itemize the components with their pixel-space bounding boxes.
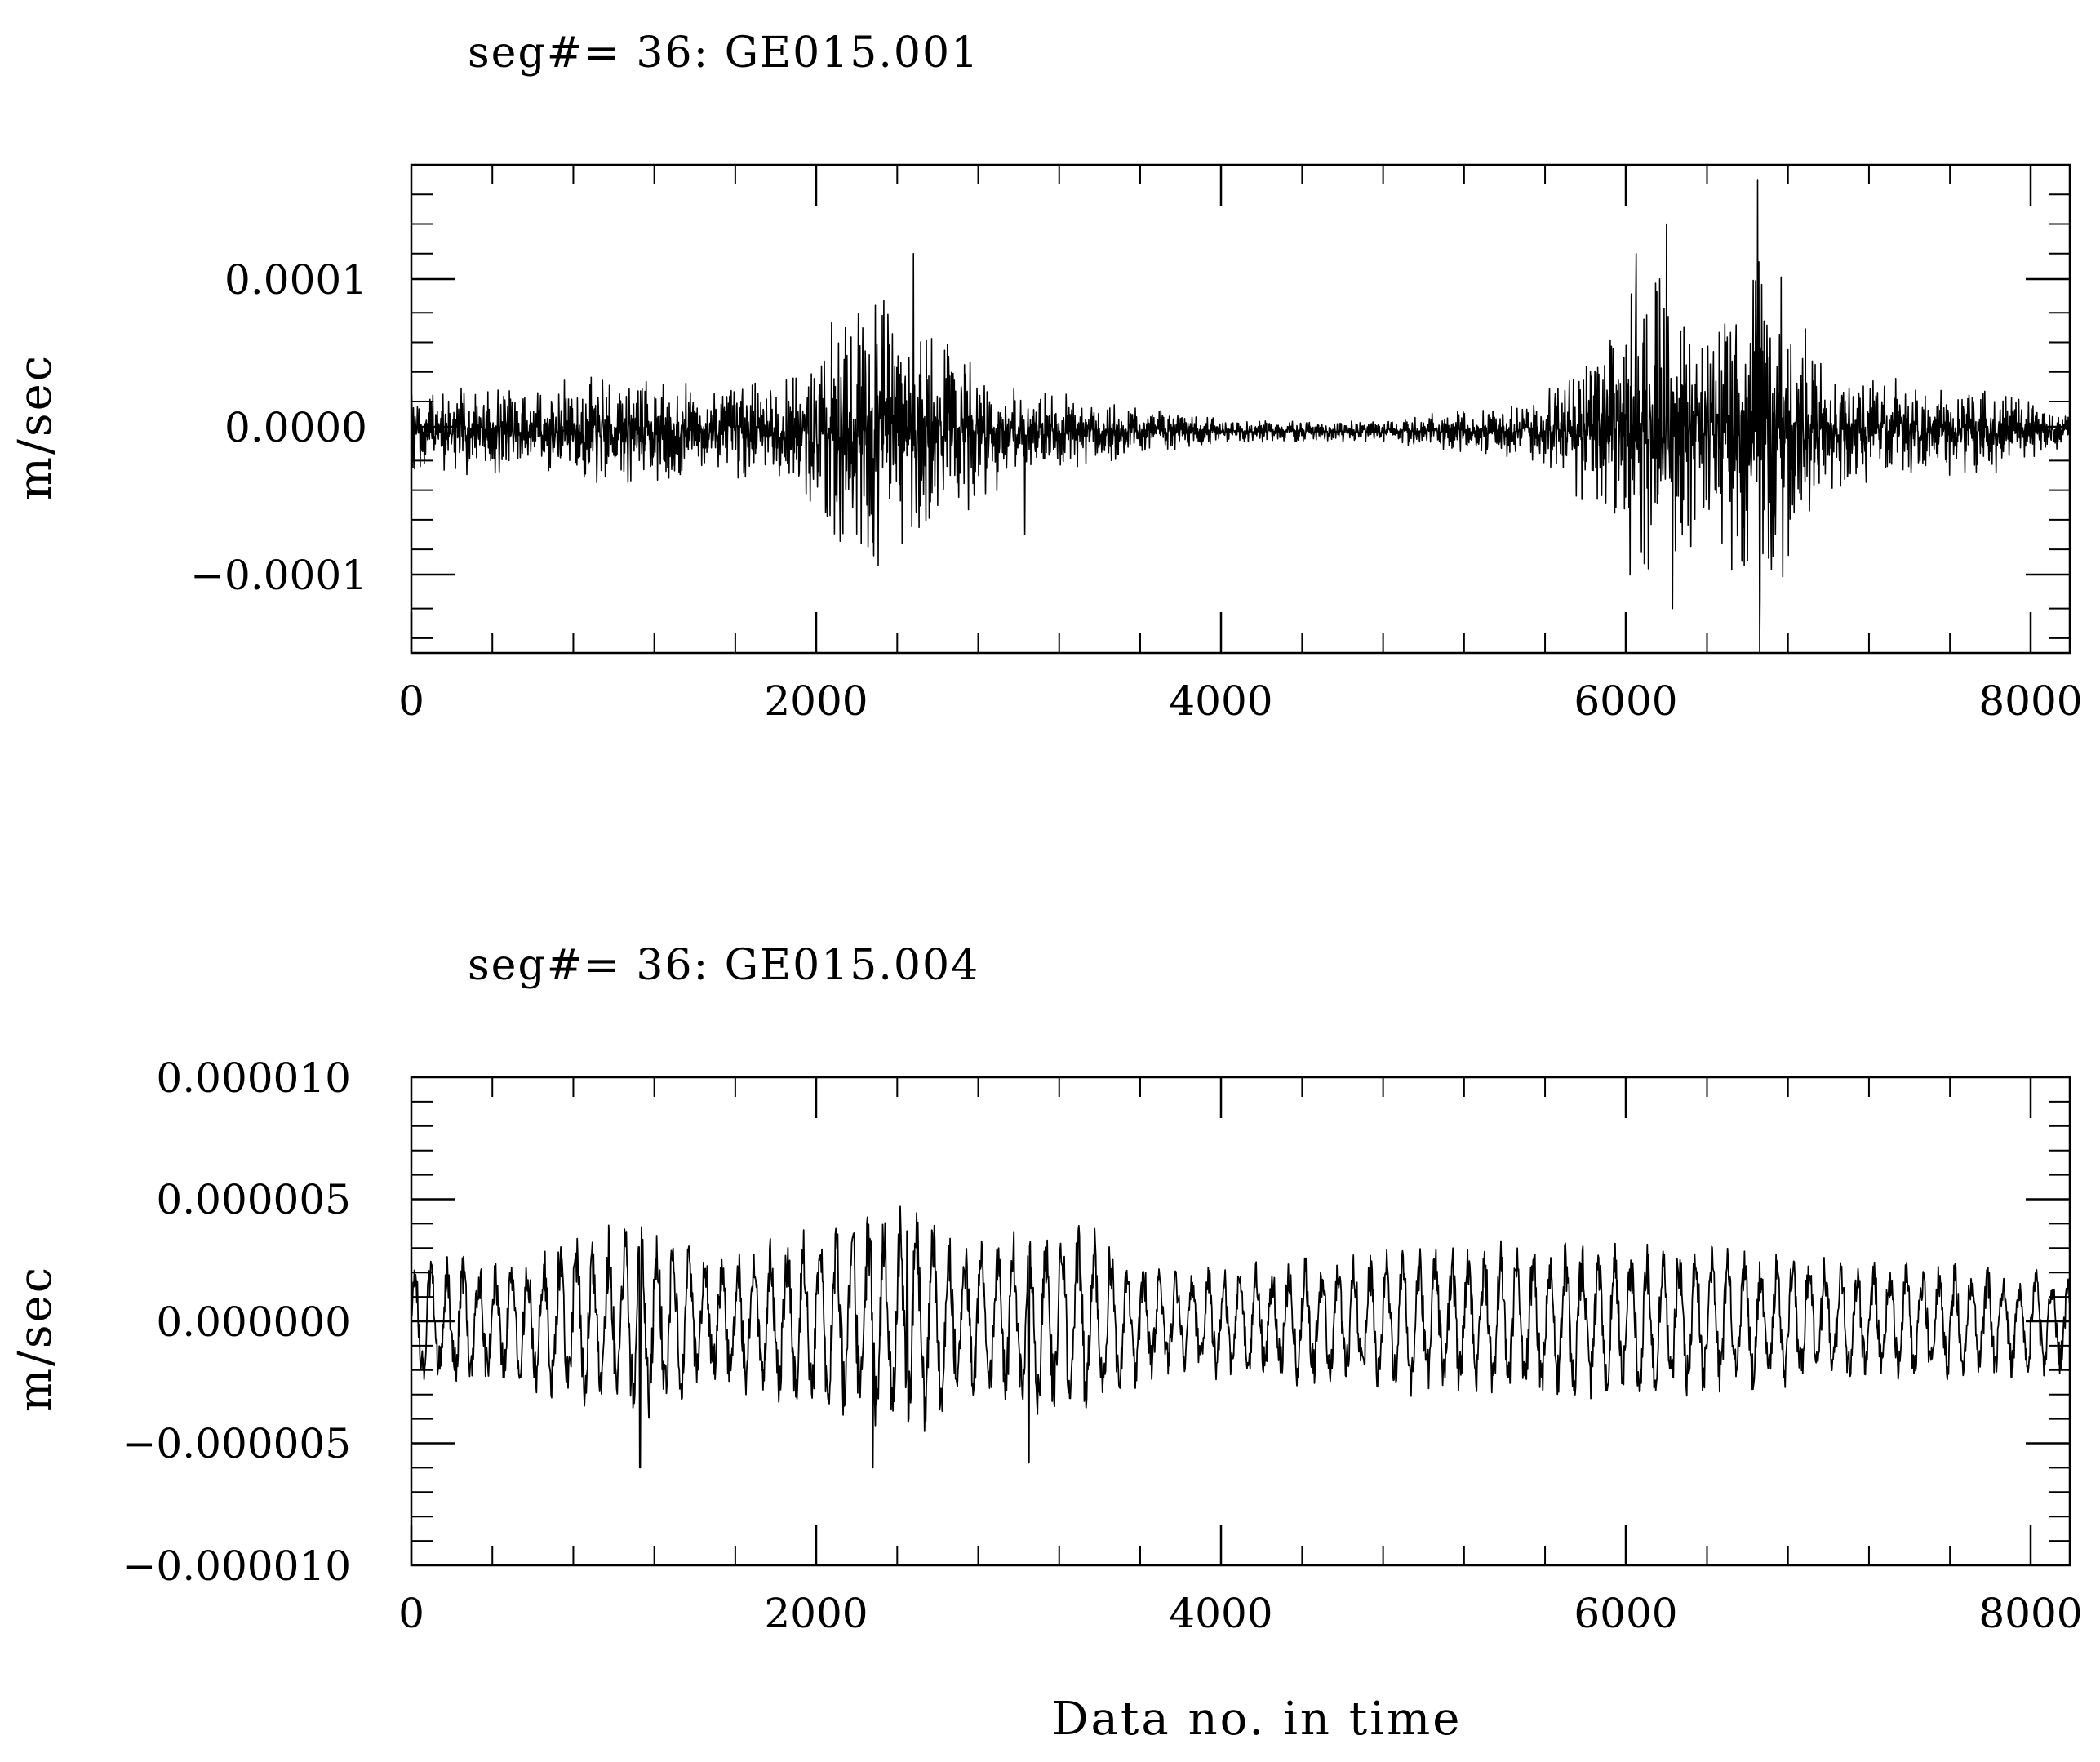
y-tick-label: 0.000005: [156, 1176, 351, 1223]
x-tick-label: 6000: [1574, 677, 1677, 725]
panel-2-y-axis-label: m/sec: [9, 1265, 62, 1412]
x-tick-label: 2000: [764, 1590, 868, 1637]
y-tick-label: −0.000005: [122, 1420, 351, 1467]
x-tick-label: 8000: [1978, 677, 2082, 725]
x-tick-label: 8000: [1978, 1590, 2082, 1637]
panel-1-y-tick-labels: 0.0001 0.0000 −0.0001: [190, 256, 367, 599]
y-tick-label: −0.0001: [190, 552, 367, 599]
y-tick-label: −0.000010: [122, 1542, 351, 1590]
panel-1-minor-ticks: [411, 165, 2070, 653]
x-tick-label: 2000: [764, 677, 868, 725]
y-tick-label: 0.000000: [156, 1298, 351, 1346]
panel-1-title: seg#= 36: GE015.001: [468, 29, 979, 78]
x-tick-label: 4000: [1169, 677, 1272, 725]
x-axis-label: Data no. in time: [1052, 1693, 1463, 1746]
panel-2-x-tick-labels: 0 2000 4000 6000 8000: [398, 1590, 2083, 1637]
x-tick-label: 0: [398, 677, 424, 725]
x-tick-label: 0: [398, 1590, 424, 1637]
y-tick-label: 0.000010: [156, 1054, 351, 1102]
panel-1: seg#= 36: GE015.001 0 2000 4000 6000: [9, 29, 2083, 725]
panel-1-series-line: [411, 179, 2071, 654]
panel-1-x-tick-labels: 0 2000 4000 6000 8000: [398, 677, 2083, 725]
panel-1-y-axis-label: m/sec: [9, 353, 62, 500]
panel-2-title: seg#= 36: GE015.004: [468, 941, 979, 990]
panel-2-y-tick-labels: 0.000010 0.000005 0.000000 −0.000005 −0.…: [122, 1054, 351, 1590]
y-tick-label: 0.0000: [224, 404, 367, 451]
panel-2: seg#= 36: GE015.004 0 2000 4000 6000: [9, 941, 2083, 1746]
x-tick-label: 6000: [1574, 1590, 1677, 1637]
y-tick-label: 0.0001: [224, 256, 367, 304]
x-tick-label: 4000: [1169, 1590, 1272, 1637]
panel-2-series-line: [411, 1205, 2071, 1469]
